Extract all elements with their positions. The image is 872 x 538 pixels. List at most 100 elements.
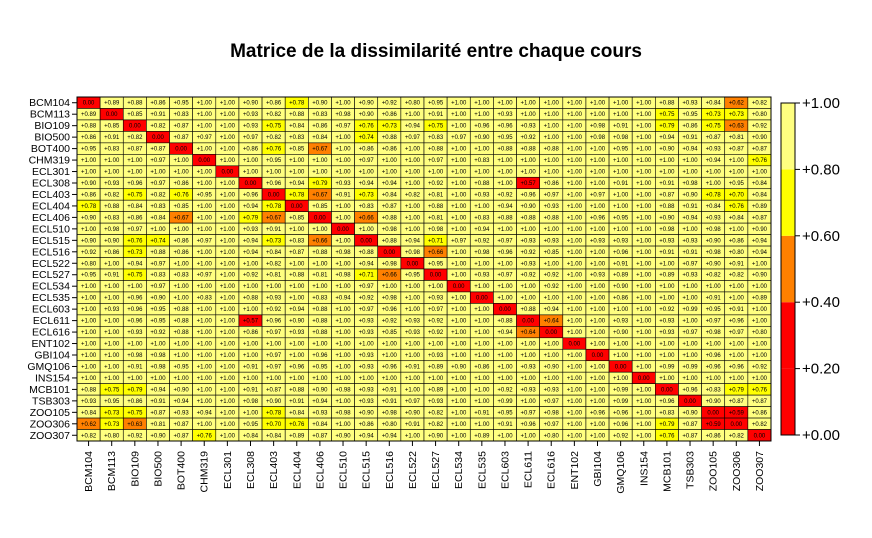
- cell-value-label: +0.95: [497, 135, 513, 141]
- cell-value-label: +1.00: [451, 204, 467, 210]
- cell-value-label: +1.00: [243, 410, 259, 416]
- cell-value-label: +1.00: [567, 215, 583, 221]
- column-label: ECL611: [523, 451, 535, 488]
- cell-value-label: +0.89: [289, 433, 305, 439]
- cell-value-label: +0.90: [150, 296, 166, 302]
- cell-value-label: +1.00: [497, 433, 513, 439]
- cell-value-label: +0.87: [729, 399, 745, 405]
- cell-value-label: +1.00: [474, 376, 490, 382]
- cell-value-label: +1.00: [729, 376, 745, 382]
- cell-value-label: +1.00: [706, 181, 722, 187]
- cell-value-label: +0.86: [312, 124, 328, 130]
- cell-value-label: +0.90: [289, 319, 305, 325]
- cell-value-label: +0.93: [682, 238, 698, 244]
- cell-value-label: +0.96: [382, 364, 398, 370]
- cell-value-label: +0.96: [289, 364, 305, 370]
- cell-value-label: +0.98: [335, 112, 351, 118]
- cell-value-label: +0.81: [312, 273, 328, 279]
- cell-value-label: +1.00: [197, 319, 213, 325]
- cell-value-label: +1.00: [706, 376, 722, 382]
- cell-value-label: +0.82: [729, 433, 745, 439]
- cell-value-label: +0.94: [682, 215, 698, 221]
- cell-value-label: +1.00: [289, 284, 305, 290]
- cell-value-label: +0.90: [474, 135, 490, 141]
- cell-value-label: +1.00: [335, 342, 351, 348]
- cell-value-label: +1.00: [590, 399, 606, 405]
- cell-value-label: +1.00: [613, 376, 629, 382]
- cell-value-label: +1.00: [567, 170, 583, 176]
- cell-value-label: +1.00: [497, 101, 513, 107]
- cell-value-label: +1.00: [590, 364, 606, 370]
- cell-value-label: +0.99: [613, 399, 629, 405]
- cell-value-label: +1.00: [243, 376, 259, 382]
- cell-value-label: +0.86: [243, 330, 259, 336]
- cell-value-label: +1.00: [636, 181, 652, 187]
- cell-value-label: +0.66: [312, 238, 328, 244]
- cell-value-label: +0.75: [127, 273, 143, 279]
- cell-value-label: +1.00: [382, 158, 398, 164]
- cell-value-label: +1.00: [197, 204, 213, 210]
- cell-value-label: +0.78: [81, 204, 97, 210]
- cell-value-label: +1.00: [636, 387, 652, 393]
- cell-value-label: +0.94: [659, 135, 675, 141]
- cell-value-label: +0.90: [359, 112, 375, 118]
- cell-value-label: +1.00: [451, 319, 467, 325]
- cell-value-label: 0.00: [83, 101, 95, 107]
- cell-value-label: +1.00: [706, 284, 722, 290]
- cell-value-label: +0.57: [243, 319, 259, 325]
- cell-value-label: +1.00: [405, 307, 421, 313]
- cell-value-label: +0.67: [266, 215, 282, 221]
- cell-value-label: +0.93: [521, 364, 537, 370]
- cell-value-label: +1.00: [197, 330, 213, 336]
- cell-value-label: +1.00: [729, 227, 745, 233]
- legend-tick-label: +0.00: [802, 427, 840, 444]
- cell-value-label: +1.00: [451, 376, 467, 382]
- cell-value-label: +0.64: [544, 319, 560, 325]
- cell-value-label: +1.00: [104, 296, 120, 302]
- cell-value-label: +0.94: [359, 433, 375, 439]
- row-label: ECL308: [32, 178, 70, 190]
- cell-value-label: +0.93: [104, 181, 120, 187]
- cell-value-label: +1.00: [405, 215, 421, 221]
- cell-value-label: +0.94: [243, 250, 259, 256]
- cell-value-label: +0.84: [289, 410, 305, 416]
- cell-value-label: +0.88: [428, 147, 444, 153]
- cell-value-label: +1.00: [497, 170, 513, 176]
- cell-value-label: +0.97: [150, 158, 166, 164]
- row-label: ECL510: [32, 223, 70, 235]
- cell-value-label: +1.00: [521, 296, 537, 302]
- cell-value-label: +0.97: [359, 307, 375, 313]
- cell-value-label: +0.88: [544, 215, 560, 221]
- row-label: ZOO105: [30, 407, 70, 419]
- cell-value-label: +0.93: [682, 101, 698, 107]
- cell-value-label: +0.83: [174, 273, 190, 279]
- cell-value-label: +0.92: [497, 192, 513, 198]
- column-label: GMQ106: [615, 451, 627, 494]
- cell-value-label: +1.00: [174, 158, 190, 164]
- cell-value-label: +1.00: [590, 147, 606, 153]
- cell-value-label: +0.92: [359, 296, 375, 302]
- cell-value-label: +1.00: [359, 170, 375, 176]
- cell-value-label: +0.94: [359, 261, 375, 267]
- cell-value-label: +1.00: [567, 330, 583, 336]
- cell-value-label: +1.00: [613, 158, 629, 164]
- cell-value-label: +1.00: [567, 261, 583, 267]
- cell-value-label: +0.75: [659, 112, 675, 118]
- cell-value-label: +1.00: [590, 158, 606, 164]
- cell-value-label: +0.93: [544, 238, 560, 244]
- cell-value-label: +1.00: [590, 101, 606, 107]
- cell-value-label: +0.99: [659, 364, 675, 370]
- cell-value-label: +0.98: [382, 296, 398, 302]
- cell-value-label: +0.78: [706, 192, 722, 198]
- cell-value-label: +0.80: [544, 433, 560, 439]
- cell-value-label: +1.00: [590, 250, 606, 256]
- cell-value-label: 0.00: [569, 342, 581, 348]
- cell-value-label: +1.00: [289, 261, 305, 267]
- row-label: BIO109: [34, 120, 70, 132]
- row-label: ECL516: [32, 246, 70, 258]
- cell-value-label: +1.00: [567, 147, 583, 153]
- cell-value-label: +1.00: [567, 433, 583, 439]
- cell-value-label: +1.00: [729, 353, 745, 359]
- cell-value-label: +0.88: [127, 101, 143, 107]
- cell-value-label: +1.00: [636, 353, 652, 359]
